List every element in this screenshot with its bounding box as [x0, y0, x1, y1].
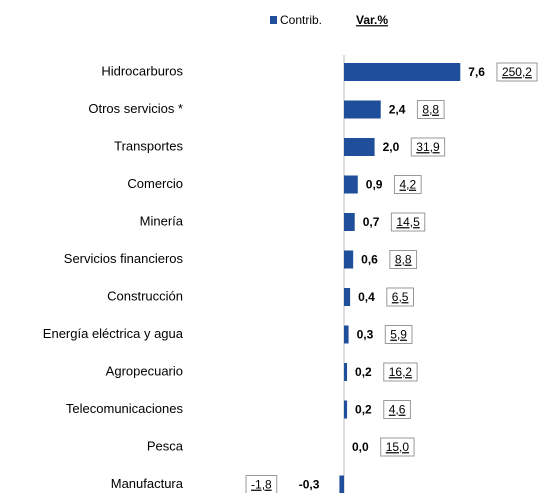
value-label: -0,3	[299, 478, 320, 492]
category-label: Hidrocarburos	[101, 63, 183, 78]
category-label: Agropecuario	[106, 363, 183, 378]
var-label: 4,6	[389, 403, 406, 417]
legend-swatch	[270, 16, 277, 24]
value-label: 0,3	[357, 328, 374, 342]
category-label: Construcción	[107, 288, 183, 303]
var-box	[380, 437, 415, 457]
value-label: 0,2	[355, 365, 372, 379]
var-box	[416, 100, 445, 119]
bar	[344, 325, 349, 344]
var-box	[389, 250, 418, 269]
var-label: -1,8	[251, 478, 272, 492]
var-box	[383, 400, 411, 419]
category-label: Pesca	[147, 438, 184, 453]
value-label: 0,0	[352, 440, 369, 454]
category-label: Energía eléctrica y agua	[43, 326, 184, 341]
value-label: 2,4	[389, 103, 406, 117]
var-label: 6,5	[392, 290, 409, 304]
value-label: 0,2	[355, 403, 372, 417]
var-header: Var.%	[356, 13, 388, 27]
var-label: 8,8	[395, 253, 412, 267]
var-label: 8,8	[422, 103, 439, 117]
category-label: Telecomunicaciones	[66, 401, 184, 416]
var-label: 14,5	[396, 215, 420, 229]
var-label: 16,2	[389, 365, 413, 379]
value-label: 0,9	[366, 178, 383, 192]
bar	[344, 213, 355, 231]
category-label: Servicios financieros	[64, 251, 184, 266]
category-label: Manufactura	[111, 476, 184, 491]
var-box	[410, 137, 446, 157]
bar	[344, 250, 354, 269]
bar	[344, 63, 461, 81]
value-label: 2,0	[383, 140, 400, 154]
var-box	[245, 475, 278, 493]
bar	[339, 475, 344, 493]
bar	[344, 288, 351, 306]
category-label: Minería	[140, 213, 184, 228]
var-label: 31,9	[416, 140, 440, 154]
var-box	[383, 362, 418, 382]
bar	[344, 175, 358, 194]
var-label: 250,2	[502, 65, 532, 79]
bar	[344, 100, 381, 119]
var-box	[386, 287, 414, 307]
bar	[344, 138, 375, 156]
legend-label: Contrib.	[280, 13, 322, 27]
bar	[344, 363, 348, 381]
category-label: Otros servicios *	[88, 101, 183, 116]
var-label: 5,9	[390, 328, 407, 342]
var-box	[496, 62, 538, 82]
var-label: 15,0	[386, 440, 410, 454]
var-box	[384, 325, 413, 344]
value-label: 0,4	[358, 290, 375, 304]
category-label: Comercio	[127, 176, 183, 191]
var-label: 4,2	[399, 178, 416, 192]
var-box	[390, 212, 426, 232]
value-label: 0,6	[361, 253, 378, 267]
category-label: Transportes	[114, 138, 183, 153]
value-label: 7,6	[468, 65, 485, 79]
value-label: 0,7	[363, 215, 380, 229]
bar	[344, 400, 348, 419]
var-box	[393, 175, 422, 194]
